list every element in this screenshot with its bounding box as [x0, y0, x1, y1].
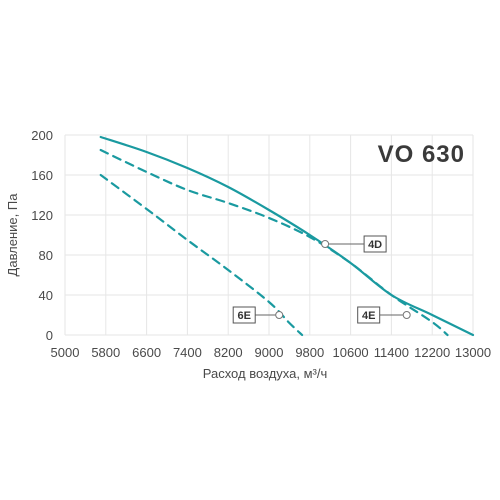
x-tick-label: 9000 [255, 345, 284, 360]
x-tick-label: 13000 [455, 345, 491, 360]
curve-label-4e: 4E [362, 310, 375, 322]
y-tick-label: 0 [46, 328, 53, 343]
y-tick-label: 40 [39, 288, 53, 303]
chart-title: VO 630 [378, 141, 465, 168]
curve-marker-6e [275, 311, 284, 319]
x-tick-label: 5000 [51, 345, 80, 360]
x-tick-label: 8200 [214, 345, 243, 360]
series-lines [99, 135, 475, 337]
x-tick-label: 9800 [295, 345, 324, 360]
series-line-4d [99, 135, 475, 337]
curve-label-box [357, 306, 381, 324]
axis-ticks: 5000 5800 6600 7400 8200 9000 9800 10600 11400 12… [31, 128, 491, 360]
curve-label-6e: 6E [237, 310, 250, 322]
curve-label-box [232, 306, 256, 324]
curve-label-4d: 4D [368, 239, 382, 251]
curve-marker-4d [321, 240, 330, 248]
x-tick-label: 10600 [333, 345, 369, 360]
x-tick-label: 5800 [91, 345, 120, 360]
x-axis-title: Расход воздуха, м³/ч [203, 366, 328, 381]
series-line-6e [99, 173, 304, 337]
curve-marker-4e [402, 311, 411, 319]
y-tick-label: 160 [31, 168, 53, 183]
y-axis-title: Давление, Па [5, 193, 20, 277]
series-line-4e [99, 148, 449, 337]
x-tick-label: 6600 [132, 345, 161, 360]
x-tick-label: 12200 [414, 345, 450, 360]
y-tick-label: 200 [31, 128, 53, 143]
x-tick-label: 7400 [173, 345, 202, 360]
x-tick-label: 11400 [374, 345, 409, 360]
curve-labels: 4D 4E 6E [232, 235, 411, 324]
y-tick-label: 80 [39, 248, 53, 263]
curve-label-box [363, 235, 387, 253]
grid [64, 134, 474, 336]
y-tick-label: 120 [31, 208, 53, 223]
